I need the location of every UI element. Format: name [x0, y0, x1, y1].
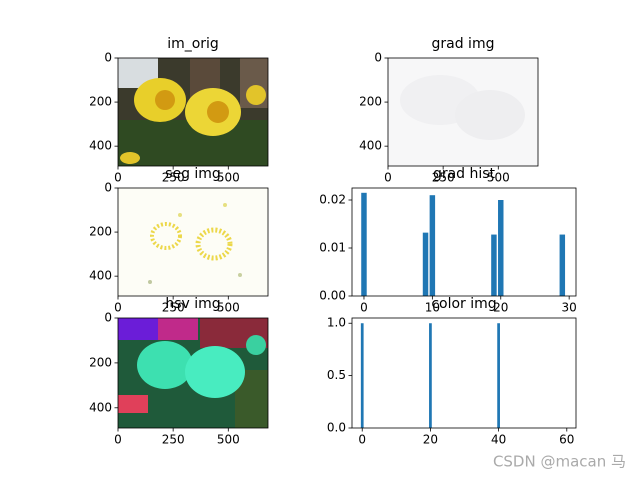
- y-tick-label: 400: [89, 139, 112, 153]
- bar: [497, 323, 500, 428]
- axes-frame: [117, 317, 269, 429]
- axes-title: grad hist: [433, 166, 496, 182]
- y-tick-label: 200: [89, 225, 112, 239]
- x-tick-label: 0: [360, 301, 368, 315]
- x-tick-label: 30: [562, 301, 577, 315]
- y-tick-label: 400: [359, 139, 382, 153]
- watermark: CSDN @macan 马: [493, 453, 626, 471]
- y-tick-label: 0.02: [319, 193, 346, 207]
- y-tick-label: 1.0: [327, 316, 346, 330]
- bar: [360, 323, 364, 428]
- bar: [559, 234, 566, 296]
- x-tick-label: 40: [491, 433, 506, 447]
- y-tick-label: 400: [89, 400, 112, 414]
- axes-frame: [351, 187, 577, 297]
- y-tick-label: 200: [89, 355, 112, 369]
- x-tick-label: 10: [425, 301, 440, 315]
- bar: [429, 323, 432, 428]
- x-tick-label: 0: [114, 301, 122, 315]
- y-tick-label: 0.0: [327, 421, 346, 435]
- axes-frame: [117, 187, 269, 297]
- y-tick-label: 0.5: [327, 368, 346, 382]
- x-tick-label: 60: [559, 433, 574, 447]
- x-tick-label: 0: [358, 433, 366, 447]
- x-tick-label: 0: [114, 171, 122, 185]
- y-tick-label: 0: [104, 181, 112, 195]
- bar: [491, 234, 497, 296]
- y-tick-label: 0.01: [319, 241, 346, 255]
- y-tick-label: 0.00: [319, 289, 346, 303]
- axes-title: color img: [431, 296, 496, 312]
- axes-frame: [351, 317, 577, 429]
- image-orig: [118, 58, 268, 166]
- image-hsv: [118, 318, 268, 428]
- axes-title: hsv img: [165, 296, 220, 312]
- axes-title: im_orig: [167, 36, 219, 52]
- y-tick-label: 0: [104, 311, 112, 325]
- x-tick-label: 0: [384, 171, 392, 185]
- bar: [422, 232, 429, 296]
- x-tick-label: 20: [493, 301, 508, 315]
- image-grad: [388, 58, 538, 166]
- axes-frame: [387, 57, 539, 167]
- x-tick-label: 250: [162, 171, 185, 185]
- axes-title: grad img: [432, 36, 495, 52]
- bar: [361, 192, 367, 296]
- y-tick-label: 200: [359, 95, 382, 109]
- y-tick-label: 200: [89, 95, 112, 109]
- y-tick-label: 0: [104, 51, 112, 65]
- x-tick-label: 500: [217, 171, 240, 185]
- x-tick-label: 500: [217, 433, 240, 447]
- y-tick-label: 400: [89, 269, 112, 283]
- image-seg: [118, 188, 268, 296]
- axes-frame: [117, 57, 269, 167]
- y-tick-label: 0: [374, 51, 382, 65]
- bar: [429, 195, 436, 296]
- x-tick-label: 500: [217, 301, 240, 315]
- axes-title: seg img: [165, 166, 221, 182]
- x-tick-label: 500: [487, 171, 510, 185]
- x-tick-label: 250: [162, 301, 185, 315]
- x-tick-label: 250: [162, 433, 185, 447]
- bar: [498, 200, 504, 296]
- x-tick-label: 250: [432, 171, 455, 185]
- x-tick-label: 20: [423, 433, 438, 447]
- x-tick-label: 0: [114, 433, 122, 447]
